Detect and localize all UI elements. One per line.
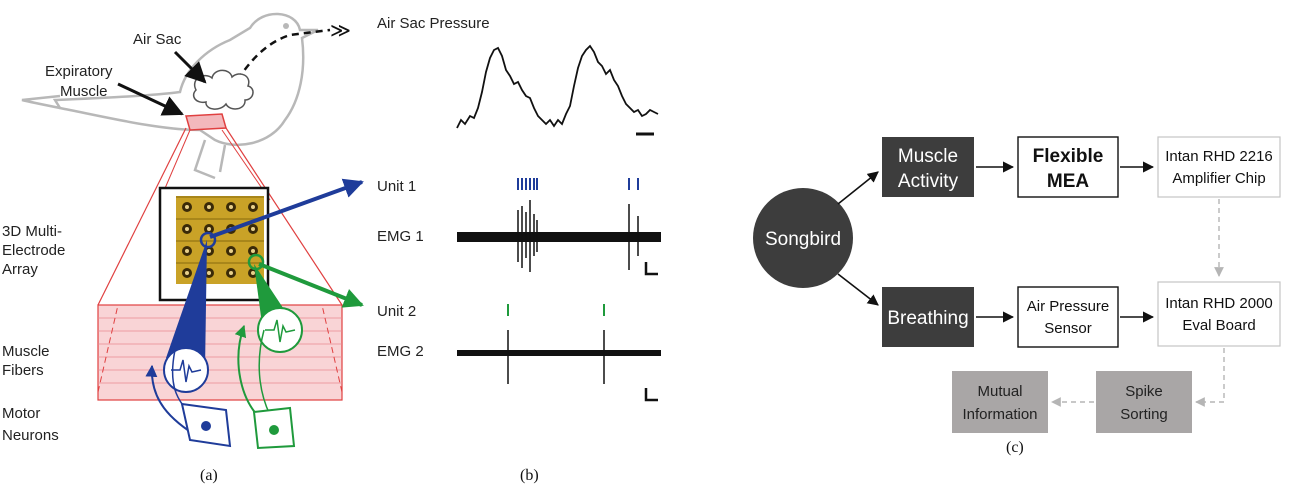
air-pressure-sensor-node (1017, 286, 1119, 348)
fiber-dash-right (321, 304, 343, 393)
sensor-label-1: Air Pressure (1027, 298, 1110, 315)
fiber-lines (98, 317, 342, 384)
amplifier-chip-label-2: Amplifier Chip (1172, 170, 1265, 187)
label-muscle: Muscle (60, 83, 108, 100)
motor-neuron-green-axon-2 (258, 329, 271, 416)
label-fibers-2: Fibers (2, 362, 44, 379)
label-fibers-1: Muscle (2, 343, 50, 360)
label-mea-3: Array (2, 261, 38, 278)
air-sac-arrow (173, 50, 207, 84)
label-unit2: Unit 2 (377, 303, 416, 320)
expiratory-muscle-patch (185, 113, 227, 131)
amplifier-chip-node (1157, 136, 1281, 198)
mutual-label-1: Mutual (977, 383, 1022, 400)
zoom-line-left (97, 127, 187, 306)
unit2-electrode-ring (247, 253, 265, 271)
breathing-node (882, 287, 974, 347)
panel-c: Songbird Muscle Activity Flexible MEA In… (753, 136, 1281, 456)
spike-sorting-node (1096, 371, 1192, 433)
unit1-electrode-ring (199, 231, 217, 249)
arrow-songbird-breathing (837, 273, 879, 306)
fiber-dash-left (97, 304, 119, 393)
unit1-spike-bubble (163, 347, 209, 393)
emg1-noise-band (457, 232, 661, 242)
label-motor-1: Motor (2, 405, 40, 422)
label-expiratory: Expiratory (45, 63, 113, 80)
zoom-line-right (225, 127, 343, 306)
label-emg2: EMG 2 (377, 343, 424, 360)
songbird-node (753, 188, 853, 288)
pressure-trace (456, 44, 659, 129)
label-unit1: Unit 1 (377, 178, 416, 195)
mea-electrodes (176, 196, 264, 284)
emg2-noise-band (457, 350, 661, 356)
label-motor-2: Neurons (2, 427, 59, 444)
eval-board-label-1: Intan RHD 2000 (1165, 295, 1273, 312)
unit1-long-arrow (209, 178, 364, 239)
breathing-label: Breathing (887, 308, 968, 329)
flexible-mea-label-1: Flexible (1033, 146, 1104, 167)
unit2-spike-waveform (265, 319, 296, 343)
caption-c: (c) (1006, 439, 1024, 456)
panel-a: ≫ (2, 12, 364, 484)
label-emg1: EMG 1 (377, 228, 424, 245)
airflow-path (223, 28, 331, 101)
caption-b: (b) (520, 467, 539, 484)
emg1-scale-bar (644, 262, 658, 276)
amplifier-chip-label-1: Intan RHD 2216 (1165, 148, 1273, 165)
motor-neuron-blue-nucleus (201, 421, 211, 431)
unit2-spike-bubble (257, 307, 303, 353)
unit2-long-arrow (258, 262, 364, 308)
caption-a: (a) (200, 467, 218, 484)
muscle-activity-label-1: Muscle (898, 146, 958, 167)
bird-leg-1 (193, 139, 216, 180)
sensor-label-2: Sensor (1044, 320, 1092, 337)
muscle-fibers-block (97, 304, 343, 401)
bird-tail (21, 94, 61, 110)
arrow-eval-spike (1195, 348, 1225, 407)
flexible-mea-label-2: MEA (1047, 171, 1090, 192)
unit2-raster (507, 304, 605, 316)
songbird-label: Songbird (765, 229, 841, 250)
label-air-sac: Air Sac (133, 31, 182, 48)
air-sac-shape (192, 69, 254, 110)
spike-sorting-label-1: Spike (1125, 383, 1163, 400)
emg1-spikes (517, 200, 639, 272)
unit1-spike-waveform (171, 359, 202, 383)
eval-board-label-2: Eval Board (1182, 317, 1255, 334)
spike-sorting-label-2: Sorting (1120, 406, 1168, 423)
muscle-activity-node (882, 137, 974, 197)
flexible-mea-node (1017, 136, 1119, 198)
mutual-information-node (952, 371, 1048, 433)
emg2-spikes (507, 330, 605, 384)
mutual-label-2: Information (962, 406, 1037, 423)
unit1-raster (517, 178, 639, 190)
bird-leg-2 (218, 144, 227, 173)
motor-neuron-green-nucleus (269, 425, 279, 435)
eval-board-node (1157, 281, 1281, 347)
emg2-scale-bar (644, 388, 658, 402)
airflow-chevron-icon: ≫ (330, 20, 351, 42)
bird-eye (283, 23, 289, 29)
unit1-beam (166, 240, 207, 370)
arrow-songbird-muscle (837, 171, 879, 205)
muscle-activity-label-2: Activity (898, 171, 959, 192)
label-mea-1: 3D Multi- (2, 223, 62, 240)
label-mea-2: Electrode (2, 242, 65, 259)
label-pressure: Air Sac Pressure (377, 15, 490, 32)
muscle-arrow (117, 82, 184, 116)
panel-b: Air Sac Pressure Unit 1 EMG 1 Uni (377, 15, 661, 484)
